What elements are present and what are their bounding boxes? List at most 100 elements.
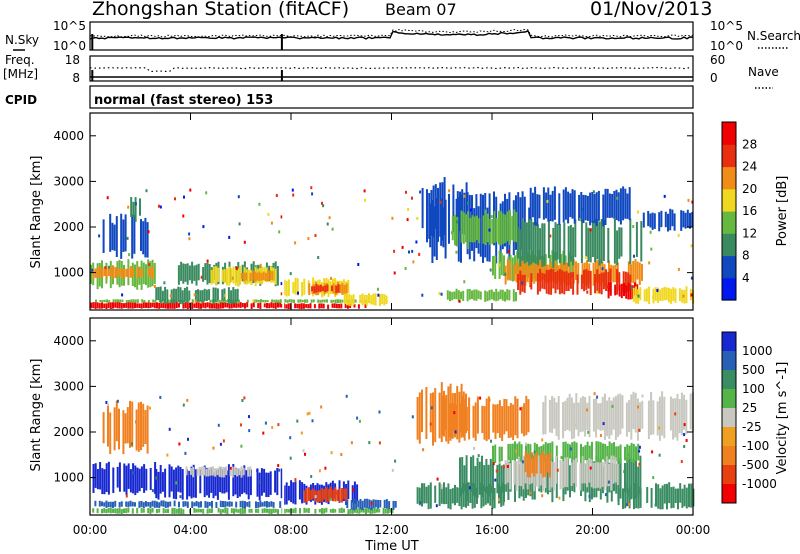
heatmap-cell — [269, 270, 272, 280]
heatmap-cell — [657, 484, 660, 509]
heatmap-cell — [223, 467, 226, 494]
heatmap-cell — [112, 265, 115, 279]
freq-tick-bottom: 8 — [72, 71, 80, 85]
heatmap-cell — [528, 261, 531, 284]
heatmap-point — [626, 452, 629, 456]
heatmap-cell — [105, 268, 108, 280]
heatmap-cell — [268, 508, 271, 514]
heatmap-cell — [661, 288, 664, 301]
heatmap-cell — [193, 502, 196, 507]
heatmap-cell — [237, 268, 239, 287]
heatmap-cell — [571, 442, 574, 462]
heatmap-cell — [432, 392, 434, 446]
heatmap-cell — [527, 399, 530, 433]
heatmap-cell — [476, 215, 478, 241]
heatmap-point — [430, 406, 433, 410]
heatmap-cell — [519, 229, 522, 267]
heatmap-cell — [614, 457, 617, 483]
heatmap-cell — [384, 508, 387, 514]
heatmap-cell — [632, 459, 635, 497]
freq-strip-frame — [89, 55, 694, 82]
heatmap-point — [638, 445, 641, 449]
heatmap-cell — [452, 403, 455, 432]
heatmap-point — [238, 222, 241, 226]
heatmap-cell — [650, 488, 653, 508]
heatmap-cell — [181, 469, 184, 500]
heatmap-cell — [506, 211, 509, 242]
heatmap-cell — [351, 507, 354, 514]
heatmap-cell — [507, 406, 510, 439]
heatmap-point — [690, 293, 693, 297]
heatmap-cell — [318, 509, 321, 513]
heatmap-point — [248, 415, 250, 419]
heatmap-cell — [261, 508, 264, 514]
heatmap-cell — [151, 500, 154, 507]
heatmap-cell — [164, 286, 167, 304]
heatmap-cell — [610, 443, 613, 461]
heatmap-cell — [680, 392, 683, 436]
nsearch-line — [89, 28, 694, 38]
heatmap-point — [599, 434, 602, 437]
heatmap-cell — [192, 464, 195, 498]
heatmap-point — [638, 449, 641, 453]
heatmap-cell — [98, 500, 101, 507]
heatmap-point — [294, 478, 297, 482]
heatmap-cell — [632, 287, 635, 302]
freq-tick-top: 18 — [65, 53, 80, 67]
heatmap-cell — [264, 272, 267, 281]
heatmap-cell — [233, 466, 236, 475]
heatmap-cell — [591, 191, 594, 223]
heatmap-point — [159, 205, 162, 209]
heatmap-cell — [636, 398, 639, 441]
heatmap-cell — [208, 264, 211, 284]
heatmap-cell — [341, 488, 343, 503]
heatmap-cell — [226, 501, 229, 507]
heatmap-cell — [525, 395, 528, 436]
heatmap-cell — [462, 483, 465, 507]
heatmap-cell — [376, 508, 378, 513]
heatmap-cell — [357, 500, 360, 508]
heatmap-cell — [578, 194, 581, 221]
heatmap-cell — [444, 199, 447, 259]
heatmap-cell — [685, 399, 688, 435]
nsky-trace — [89, 28, 694, 50]
heatmap-cell — [666, 483, 668, 510]
heatmap-point — [638, 462, 641, 466]
heatmap-cell — [425, 387, 428, 439]
heatmap-cell — [614, 284, 617, 296]
heatmap-cell — [332, 299, 335, 303]
heatmap-cell — [331, 303, 334, 308]
heatmap-cell — [263, 468, 266, 493]
heatmap-cell — [216, 300, 218, 303]
heatmap-cell — [550, 268, 553, 295]
heatmap-cell — [144, 217, 147, 258]
cpid-label: CPID — [5, 93, 37, 107]
nsearch-tick-top: 10^5 — [710, 19, 743, 33]
heatmap-cell — [536, 273, 539, 295]
heatmap-cell — [205, 289, 208, 301]
heatmap-cell — [619, 444, 622, 464]
heatmap-point — [632, 225, 635, 229]
heatmap-cell — [332, 508, 334, 513]
heatmap-cell — [179, 287, 182, 305]
heatmap-cell — [388, 501, 391, 510]
heatmap-cell — [149, 468, 152, 490]
heatmap-cell — [136, 303, 139, 308]
heatmap-cell — [263, 501, 266, 507]
heatmap-point — [127, 205, 130, 209]
heatmap-cell — [154, 299, 157, 303]
heatmap-cell — [592, 262, 595, 286]
heatmap-cell — [496, 404, 499, 434]
heatmap-cell — [500, 446, 503, 462]
heatmap-cell — [299, 508, 301, 514]
heatmap-cell — [498, 400, 501, 438]
heatmap-cell — [504, 460, 507, 485]
heatmap-cell — [503, 464, 505, 503]
heatmap-cell — [535, 260, 538, 281]
heatmap-cell — [425, 486, 428, 504]
heatmap-point — [235, 267, 238, 271]
heatmap-cell — [494, 444, 497, 463]
heatmap-cell — [220, 300, 223, 303]
heatmap-cell — [127, 463, 130, 489]
heatmap-cell — [162, 302, 165, 309]
